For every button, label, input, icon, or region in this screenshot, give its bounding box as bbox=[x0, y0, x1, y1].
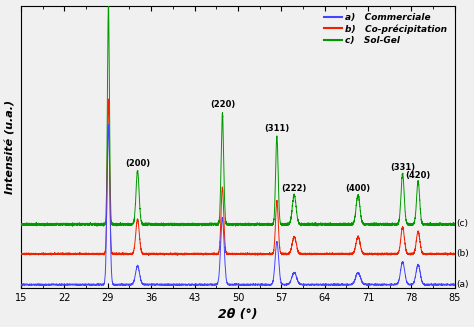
Text: (331): (331) bbox=[390, 163, 415, 172]
Text: (200): (200) bbox=[125, 159, 150, 168]
Text: (c): (c) bbox=[456, 219, 468, 228]
Text: (220): (220) bbox=[210, 100, 235, 110]
Text: (b): (b) bbox=[456, 249, 469, 258]
Text: (400): (400) bbox=[346, 184, 371, 194]
Legend: a)   Commerciale, b)   Co-précipitation, c)   Sol-Gel: a) Commerciale, b) Co-précipitation, c) … bbox=[321, 10, 450, 47]
Text: (a): (a) bbox=[456, 280, 468, 288]
Text: (222): (222) bbox=[282, 184, 307, 194]
X-axis label: 2θ (°): 2θ (°) bbox=[218, 308, 258, 321]
Text: (111): (111) bbox=[96, 0, 121, 2]
Y-axis label: Intensité (u.a.): Intensité (u.a.) bbox=[6, 100, 16, 194]
Text: (311): (311) bbox=[264, 125, 290, 133]
Text: (420): (420) bbox=[405, 171, 431, 180]
